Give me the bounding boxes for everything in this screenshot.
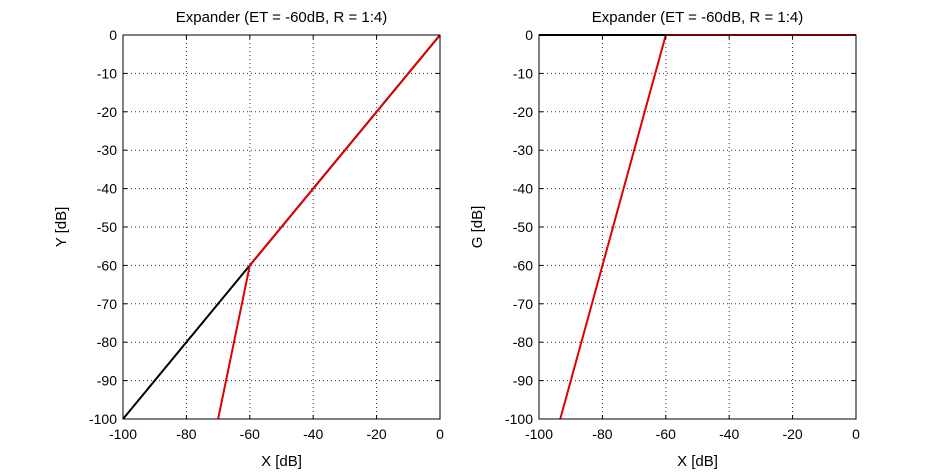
y-tick-label: -80 (97, 334, 117, 350)
x-tick-label: -20 (366, 426, 386, 442)
y-tick-label: -70 (513, 296, 533, 312)
x-tick-label: -80 (592, 426, 612, 442)
y-tick-label: -60 (513, 257, 533, 273)
y-tick-label: -60 (97, 257, 117, 273)
x-tick-label: -60 (656, 426, 676, 442)
y-tick-label: -30 (97, 142, 117, 158)
x-tick-label: -20 (782, 426, 802, 442)
x-tick-label: -100 (109, 426, 137, 442)
x-tick-label: 0 (436, 426, 444, 442)
y-tick-label: -90 (513, 373, 533, 389)
series-expander-curve (217, 34, 441, 420)
y-tick-label: -30 (513, 142, 533, 158)
y-tick-label: -90 (97, 373, 117, 389)
x-axis-label: X [dB] (261, 453, 302, 470)
chart-title: Expander (ET = -60dB, R = 1:4) (176, 9, 388, 26)
chart-left-io-curve: -100 -80 -60 -40 -20 0 0 -10 -20 -30 -40 -50 -60 -70 -… (53, 9, 444, 470)
y-tick-label: -100 (505, 411, 533, 427)
y-tick-label: -50 (97, 219, 117, 235)
x-tick-label: -60 (240, 426, 260, 442)
y-tick-label: -100 (89, 411, 117, 427)
x-tick-label: 0 (852, 426, 860, 442)
y-tick-label: 0 (525, 27, 533, 43)
y-axis-label: Y [dB] (53, 207, 70, 248)
y-tick-label: -10 (97, 65, 117, 81)
x-tick-label: -40 (719, 426, 739, 442)
y-tick-label: -40 (513, 181, 533, 197)
chart-right-gain-curve: -100 -80 -60 -40 -20 0 0 -10 -20 -30 -40 -50 -60 -70 -… (469, 9, 860, 470)
x-axis-label: X [dB] (677, 453, 718, 470)
y-tick-label: -70 (97, 296, 117, 312)
y-tick-label: -40 (97, 181, 117, 197)
y-tick-label: -20 (513, 104, 533, 120)
y-tick-label: 0 (109, 27, 117, 43)
plot-area (539, 35, 856, 419)
y-tick-label: -80 (513, 334, 533, 350)
x-tick-label: -100 (525, 426, 553, 442)
y-tick-label: -10 (513, 65, 533, 81)
x-tick-label: -80 (176, 426, 196, 442)
y-tick-label: -20 (97, 104, 117, 120)
x-tick-label: -40 (303, 426, 323, 442)
y-tick-label: -50 (513, 219, 533, 235)
chart-title: Expander (ET = -60dB, R = 1:4) (592, 9, 804, 26)
y-axis-label: G [dB] (469, 206, 486, 249)
